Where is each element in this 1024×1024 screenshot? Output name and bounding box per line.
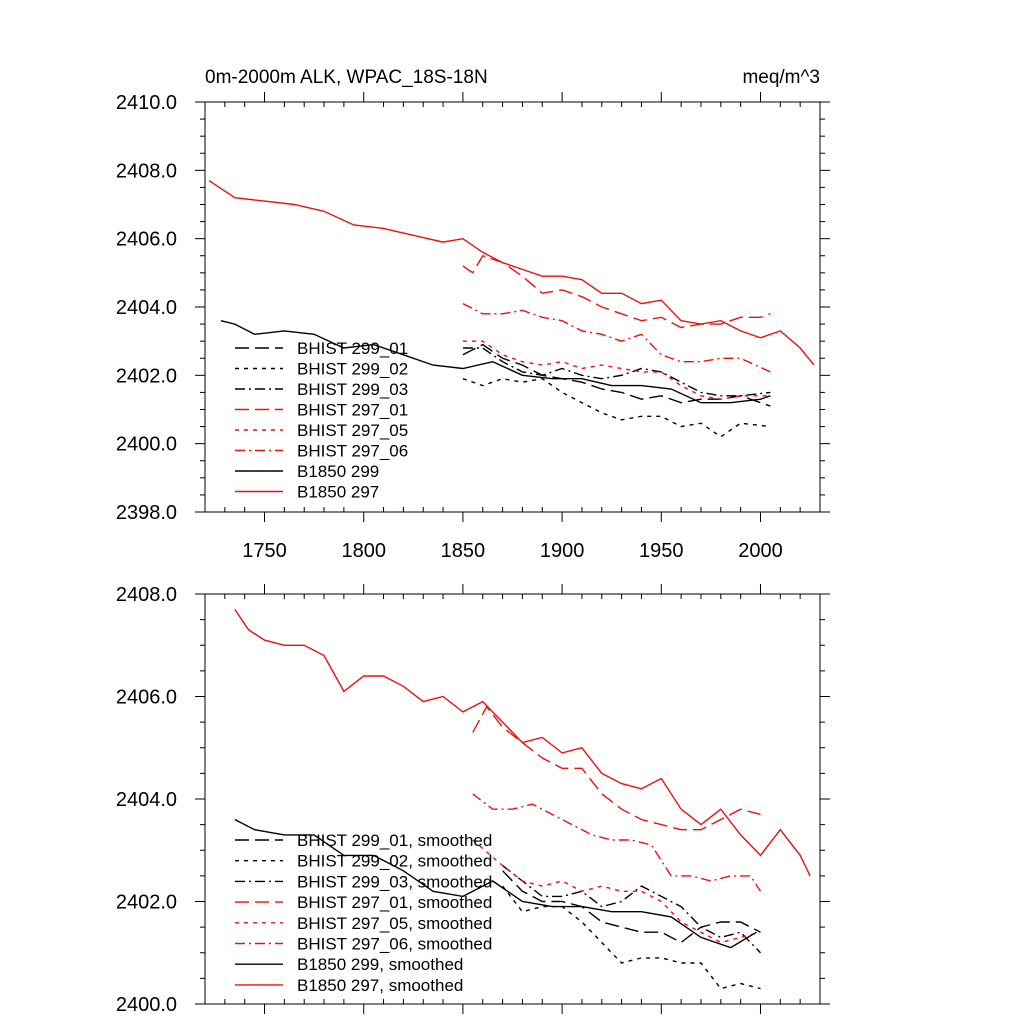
top-legend-label-bhist-297-01: BHIST 297_01: [297, 401, 408, 420]
top-ytick-label: 2408.0: [116, 160, 177, 182]
top-xtick-label: 1850: [441, 540, 486, 562]
bottom-legend-label-bhist-297-06-smoothed: BHIST 297_06, smoothed: [297, 935, 492, 954]
bottom-panel: 2400.0 2402.0 2404.0 2406.0 2408.0 BHIST 299…: [116, 584, 830, 1016]
top-xtick-label: 1800: [341, 540, 386, 562]
top-legend-label-bhist-297-06: BHIST 297_06: [297, 442, 408, 461]
top-ytick-label: 2402.0: [116, 365, 177, 387]
bottom-legend-label-bhist-299-02-smoothed: BHIST 299_02, smoothed: [297, 852, 492, 871]
top-xtick-label: 1750: [242, 540, 287, 562]
top-xtick-label: 1950: [639, 540, 684, 562]
top-series-bhist-297-05: [462, 340, 771, 400]
bottom-ytick-label: 2402.0: [116, 892, 177, 914]
bottom-legend-label-b1850-299-smoothed: B1850 299, smoothed: [297, 955, 463, 974]
top-ytick-label: 2404.0: [116, 297, 177, 319]
bottom-ytick-label: 2400.0: [116, 994, 177, 1016]
top-series-bhist-299-01: [462, 343, 771, 407]
bottom-legend-label-bhist-297-01-smoothed: BHIST 297_01, smoothed: [297, 893, 492, 912]
bottom-series-b1850-297-smoothed: [234, 609, 811, 877]
top-xtick-label: 1900: [540, 540, 585, 562]
top-series-bhist-299-03: [462, 347, 771, 397]
top-ytick-label: 2410.0: [116, 92, 177, 114]
top-series-bhist-297-01: [462, 254, 771, 329]
top-chart-title: 0m-2000m ALK, WPAC_18S-18N: [205, 67, 488, 88]
top-ytick-label: 2398.0: [116, 502, 177, 524]
top-series-b1850-297: [208, 180, 815, 366]
bottom-axis-ticks: 2400.0 2402.0 2404.0 2406.0 2408.0: [116, 584, 830, 1016]
top-series-bhist-297-06: [462, 302, 771, 373]
bottom-series-bhist-299-01-smoothed: [502, 870, 761, 944]
top-series-group: [208, 180, 815, 438]
top-chart-units: meq/m^3: [742, 67, 820, 88]
top-axis-ticks: 1750 1800 1850 1900 1950 2000 2398.0 2400.0 2402…: [116, 92, 830, 562]
top-legend-label-b1850-299: B1850 299: [297, 462, 379, 481]
bottom-series-b1850-299-smoothed: [234, 818, 757, 949]
top-series-b1850-299: [220, 320, 771, 404]
top-legend-label-b1850-297: B1850 297: [297, 483, 379, 502]
bottom-series-bhist-297-05-smoothed: [472, 839, 761, 944]
top-panel: 0m-2000m ALK, WPAC_18S-18N meq/m^3 1750 1…: [116, 67, 830, 562]
bottom-series-group: [234, 609, 811, 990]
top-legend-label-bhist-299-01: BHIST 299_01: [297, 339, 408, 358]
top-series-bhist-299-02: [462, 377, 771, 438]
bottom-legend-label-bhist-299-03-smoothed: BHIST 299_03, smoothed: [297, 872, 492, 891]
bottom-series-bhist-299-03-smoothed: [502, 865, 762, 954]
bottom-series-bhist-299-02-smoothed: [502, 885, 761, 990]
bottom-legend-label-bhist-297-05-smoothed: BHIST 297_05, smoothed: [297, 914, 492, 933]
bottom-legend-label-bhist-299-01-smoothed: BHIST 299_01, smoothed: [297, 831, 492, 850]
bottom-series-bhist-297-06-smoothed: [472, 793, 762, 892]
top-ytick-label: 2400.0: [116, 434, 177, 456]
bottom-legend: BHIST 299_01, smoothed BHIST 299_02, smoo…: [235, 831, 492, 995]
bottom-ytick-label: 2404.0: [116, 789, 177, 811]
top-xtick-label: 2000: [738, 540, 783, 562]
top-ytick-label: 2406.0: [116, 229, 177, 251]
top-legend-label-bhist-299-02: BHIST 299_02: [297, 360, 408, 379]
bottom-series-bhist-297-01-smoothed: [472, 705, 761, 831]
bottom-legend-label-b1850-297-smoothed: B1850 297, smoothed: [297, 976, 463, 995]
top-legend-label-bhist-297-05: BHIST 297_05: [297, 421, 408, 440]
bottom-ytick-label: 2406.0: [116, 687, 177, 709]
bottom-ytick-label: 2408.0: [116, 584, 177, 606]
top-legend-label-bhist-299-03: BHIST 299_03: [297, 380, 408, 399]
